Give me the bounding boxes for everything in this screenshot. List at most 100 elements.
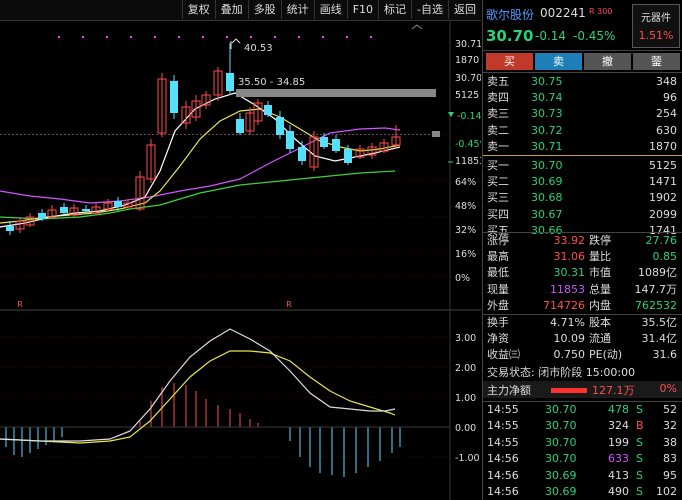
stat-value: 11853	[550, 282, 585, 296]
ask-row[interactable]: 卖一 30.71 1870	[483, 139, 682, 155]
axis-label: 11853	[455, 156, 481, 167]
tick-volume: 199	[608, 435, 629, 449]
level-label: 买一	[487, 158, 509, 172]
stat-label: 收益㈢	[487, 348, 520, 362]
tick-row: 14:56 30.69 490 S 102	[483, 484, 682, 500]
stat-row: 外盘 714726 内盘 762532	[483, 298, 682, 314]
high-marker	[231, 38, 241, 44]
toolbar-button-1[interactable]: 叠加	[214, 0, 248, 19]
stock-code: 002241	[540, 6, 586, 20]
signal-dot	[370, 36, 372, 38]
range-label: 35.50 - 34.85	[238, 77, 305, 88]
stat-value: 0.750	[553, 348, 586, 362]
signal-dot	[226, 36, 228, 38]
stat-row: 最低 30.31 市值 1089亿	[483, 265, 682, 281]
tick-row: 14:56 30.70 633 S 83	[483, 451, 682, 467]
level-price: 30.69	[531, 175, 563, 189]
bid-row[interactable]: 买五 30.66 1741	[483, 223, 682, 239]
candle-body	[355, 148, 365, 158]
order-button[interactable]: 蓥	[633, 53, 680, 70]
toolbar-button-0[interactable]: 复权	[181, 0, 215, 19]
level-label: 卖三	[487, 107, 509, 121]
pct-axis-label: 48%	[455, 201, 476, 212]
stat-row: 收益㈢ 0.750 PE(动) 31.6	[483, 347, 682, 363]
bid-row[interactable]: 买四 30.67 2099	[483, 207, 682, 223]
tick-price: 30.70	[545, 452, 577, 466]
level-volume: 1870	[649, 139, 677, 153]
tick-time: 14:56	[487, 484, 519, 498]
toolbar-button-8[interactable]: 返回	[448, 0, 481, 19]
ask-row[interactable]: 卖四 30.74 96	[483, 90, 682, 106]
candle-body	[25, 216, 35, 226]
ask-row[interactable]: 卖五 30.75 348	[483, 74, 682, 90]
ask-row[interactable]: 卖三 30.73 254	[483, 106, 682, 122]
tick-row: 14:55 30.70 199 S 38	[483, 435, 682, 451]
ma10-line	[0, 108, 401, 224]
level-volume: 630	[656, 123, 677, 137]
stat-value: 31.06	[553, 250, 586, 264]
macd-axis-label: 3.00	[455, 333, 476, 344]
ask-row[interactable]: 卖二 30.72 630	[483, 123, 682, 139]
tick-count: 32	[663, 419, 677, 433]
bid-row[interactable]: 买一 30.70 5125	[483, 158, 682, 174]
stat-value: 31.4亿	[641, 332, 678, 346]
tick-row: 14:56 30.69 413 S 95	[483, 468, 682, 484]
level-volume: 2099	[649, 207, 677, 221]
signal-dot	[154, 36, 156, 38]
candle-body	[135, 176, 145, 210]
chart-area[interactable]: 40.53 35.50 - 34.85 30.71 1870 30.70 5125 -0.1…	[0, 21, 481, 500]
level-volume: 96	[663, 91, 677, 105]
toolbar-button-7[interactable]: -自选	[411, 0, 448, 19]
stat-label: 跌停	[589, 234, 611, 247]
stat-row: 涨停 33.92 跌停 27.76	[483, 233, 682, 249]
toolbar-button-3[interactable]: 统计	[280, 0, 314, 19]
level-volume: 348	[656, 75, 677, 88]
candle-body	[276, 117, 284, 135]
level-price: 30.68	[531, 191, 563, 205]
toolbar-button-6[interactable]: 标记	[378, 0, 411, 19]
stat-label: 流通	[589, 332, 611, 346]
price-change: -0.14	[535, 29, 567, 43]
level-label: 卖二	[487, 123, 509, 137]
stock-name[interactable]: 歌尔股份	[486, 8, 535, 22]
tick-side: S	[636, 484, 643, 498]
tick-time: 14:56	[487, 452, 519, 466]
level-volume: 1471	[649, 175, 677, 189]
candle-body	[146, 144, 156, 180]
stat-value: 762532	[635, 298, 677, 312]
sector-tag[interactable]: 元器件 1.51%	[632, 4, 680, 48]
stat-value: 30.31	[553, 266, 586, 280]
toolbar-button-5[interactable]: F10	[346, 0, 378, 19]
candle-body	[38, 213, 46, 219]
signal-dot	[106, 36, 108, 38]
stat-value: 35.5亿	[641, 316, 678, 329]
bid-row[interactable]: 买二 30.69 1471	[483, 174, 682, 190]
cancel-order-button[interactable]: 撤	[584, 53, 631, 70]
candle-body	[264, 105, 272, 115]
chevron-icon	[411, 24, 423, 30]
net-flow-bar	[551, 388, 587, 393]
kline-chart-svg[interactable]: 40.53 35.50 - 34.85 30.71 1870 30.70 5125 -0.1…	[0, 21, 481, 500]
level-price: 30.70	[531, 158, 563, 172]
toolbar-button-4[interactable]: 画线	[313, 0, 347, 19]
bid-row[interactable]: 买三 30.68 1902	[483, 190, 682, 206]
tick-list[interactable]: 14:55 30.70 478 S 52 14:55 30.70 324 B 32 14:55 30.…	[483, 401, 682, 500]
axis-label: 30.71	[455, 39, 481, 50]
level-volume: 254	[656, 107, 677, 121]
buy-button[interactable]: 买	[486, 53, 533, 70]
level-price: 30.74	[531, 91, 563, 105]
toolbar-button-2[interactable]: 多股	[247, 0, 281, 19]
candle-body	[15, 220, 25, 230]
last-price: 30.70	[486, 27, 534, 45]
order-book: 卖五 30.75 348 卖四 30.74 96 卖三 30.73 254 卖二 30.72 630 卖…	[483, 74, 682, 239]
tick-price: 30.69	[545, 468, 577, 482]
tick-price: 30.70	[545, 403, 577, 416]
candle-body	[320, 137, 328, 147]
signal-dot	[250, 36, 252, 38]
stat-row: 净资 10.09 流通 31.4亿	[483, 331, 682, 347]
candle-body	[103, 202, 113, 210]
signal-dot	[346, 36, 348, 38]
level-price: 30.71	[531, 139, 563, 153]
sell-button[interactable]: 卖	[535, 53, 582, 70]
candle-body	[344, 149, 352, 163]
